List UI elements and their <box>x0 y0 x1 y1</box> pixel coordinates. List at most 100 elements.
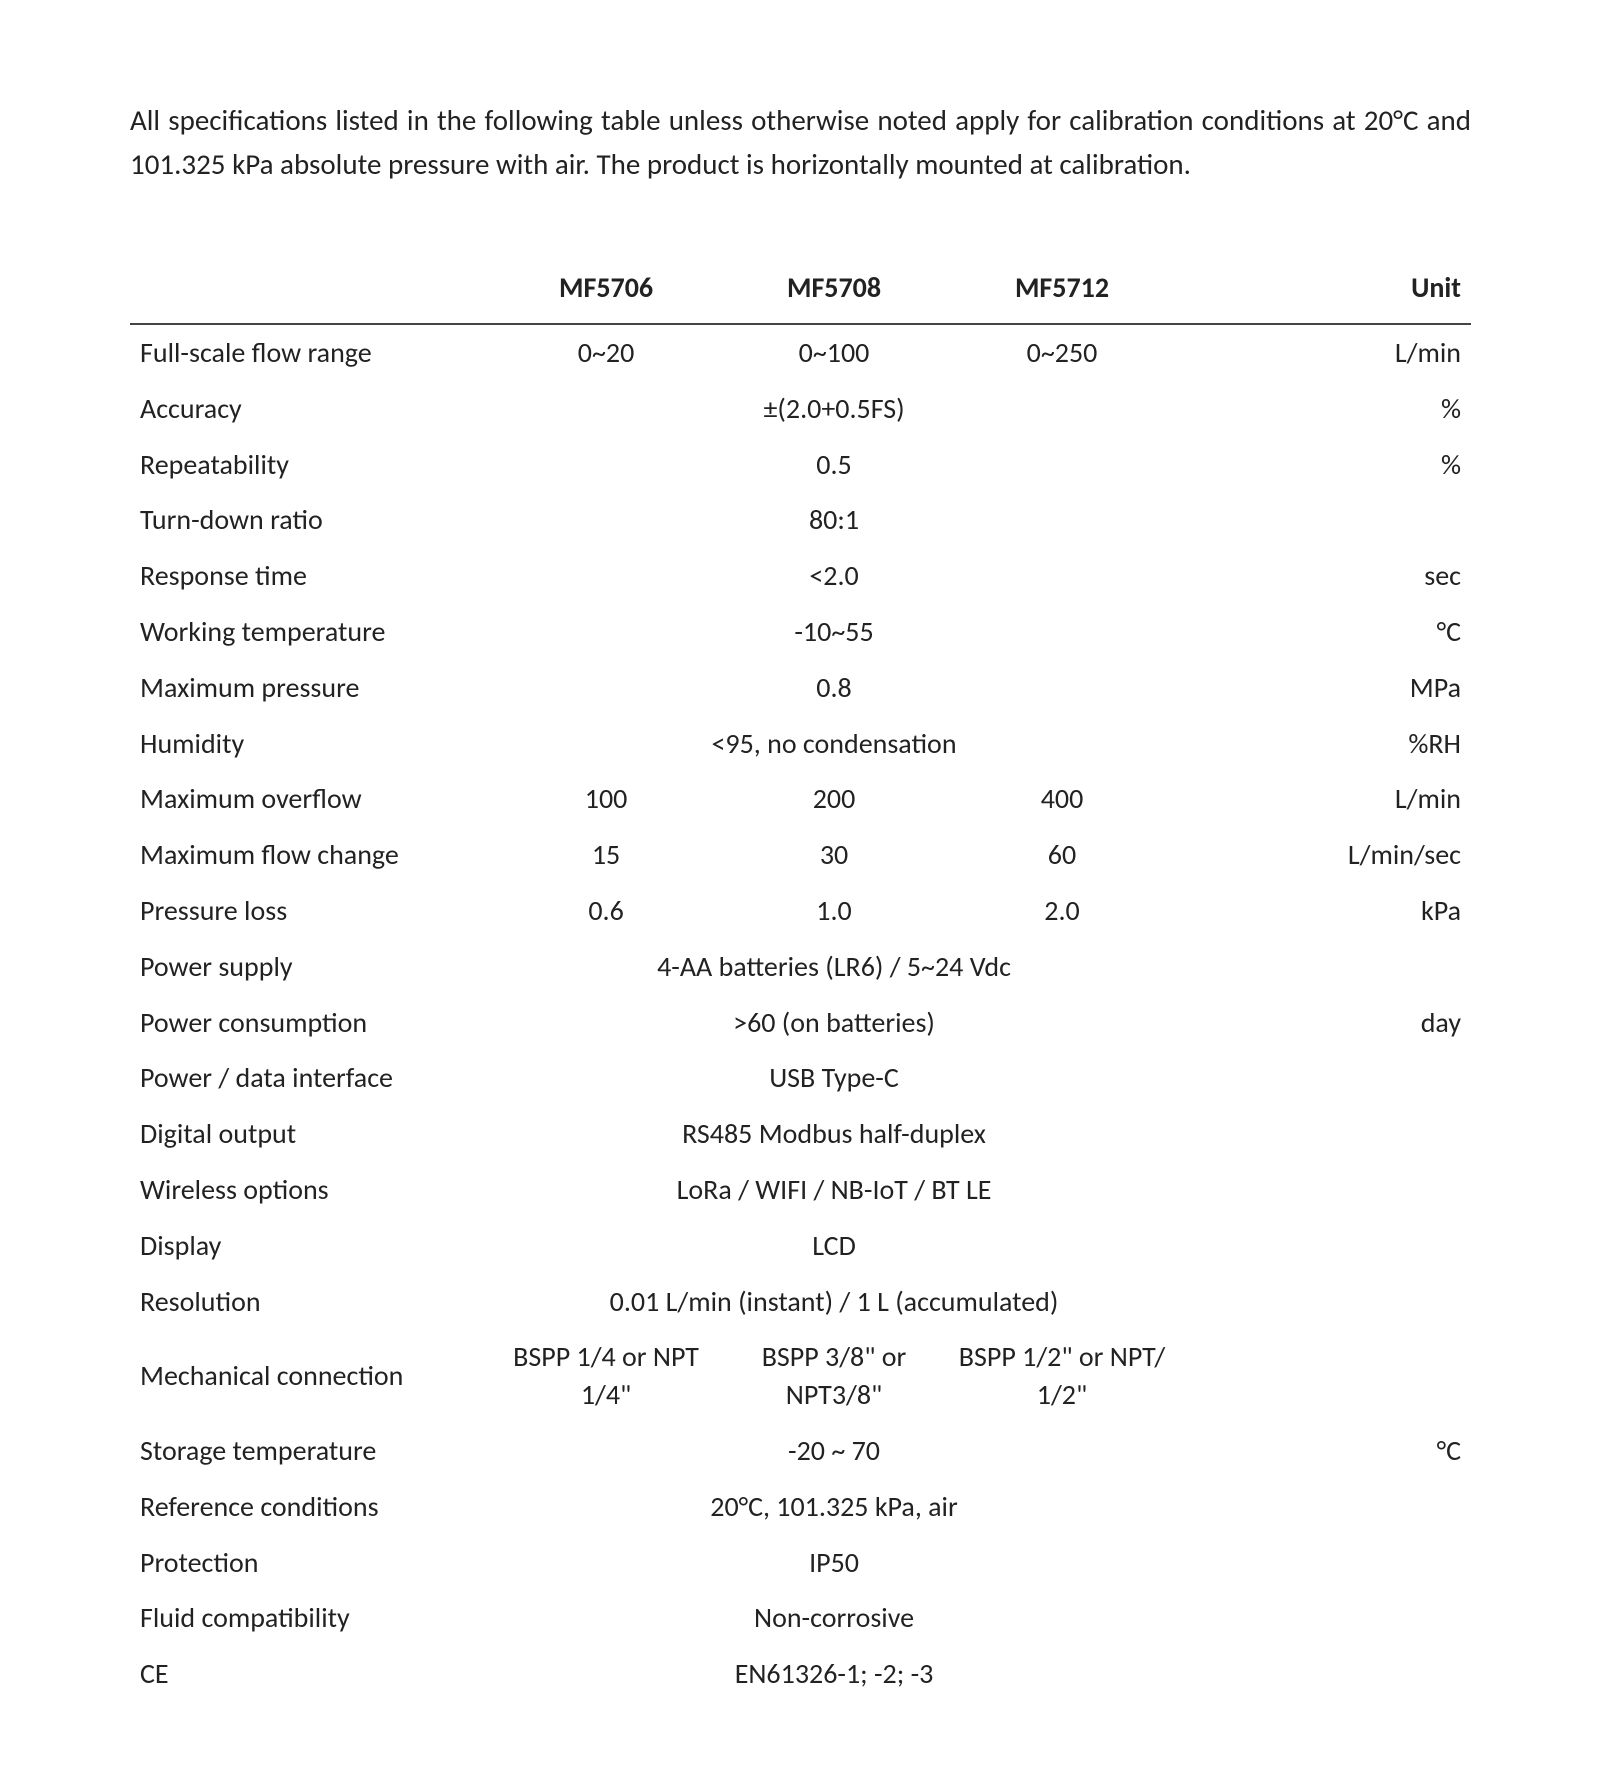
table-header-row: MF5706 MF5708 MF5712 Unit <box>130 256 1471 324</box>
table-row: Maximum pressure 0.8 MPa <box>130 660 1471 716</box>
cell-m3: 400 <box>948 771 1176 827</box>
cell-span: <95, no condensation <box>492 716 1176 772</box>
table-row: Resolution 0.01 L/min (instant) / 1 L (a… <box>130 1274 1471 1330</box>
table-row: CE EN61326-1; -2; -3 <box>130 1646 1471 1702</box>
cell-unit <box>1176 492 1471 548</box>
table-row: Full-scale flow range 0~20 0~100 0~250 L… <box>130 324 1471 381</box>
header-unit: Unit <box>1176 256 1471 324</box>
cell-unit: %RH <box>1176 716 1471 772</box>
header-param <box>130 256 492 324</box>
table-row: Humidity <95, no condensation %RH <box>130 716 1471 772</box>
param-label: Full-scale flow range <box>130 324 492 381</box>
param-label: Turn-down ratio <box>130 492 492 548</box>
table-row: Wireless options LoRa / WIFI / NB-IoT / … <box>130 1162 1471 1218</box>
param-label: Protection <box>130 1535 492 1591</box>
param-label: CE <box>130 1646 492 1702</box>
table-row: Turn-down ratio 80:1 <box>130 492 1471 548</box>
cell-unit: % <box>1176 437 1471 493</box>
cell-unit <box>1176 1050 1471 1106</box>
table-row: Power supply 4-AA batteries (LR6) / 5~24… <box>130 939 1471 995</box>
param-label: Humidity <box>130 716 492 772</box>
cell-m1: 0~20 <box>492 324 720 381</box>
cell-unit <box>1176 1106 1471 1162</box>
cell-span: 0.5 <box>492 437 1176 493</box>
cell-m3: 2.0 <box>948 883 1176 939</box>
table-row: Mechanical connection BSPP 1/4 or NPT 1/… <box>130 1329 1471 1423</box>
header-model-3: MF5712 <box>948 256 1176 324</box>
cell-span: -20 ~ 70 <box>492 1423 1176 1479</box>
cell-unit: °C <box>1176 1423 1471 1479</box>
header-model-1: MF5706 <box>492 256 720 324</box>
cell-span: Non-corrosive <box>492 1590 1176 1646</box>
cell-span: 80:1 <box>492 492 1176 548</box>
table-row: Power / data interface USB Type-C <box>130 1050 1471 1106</box>
cell-span: EN61326-1; -2; -3 <box>492 1646 1176 1702</box>
table-row: Maximum overflow 100 200 400 L/min <box>130 771 1471 827</box>
cell-m1: BSPP 1/4 or NPT 1/4" <box>492 1329 720 1423</box>
param-label: Response time <box>130 548 492 604</box>
param-label: Power supply <box>130 939 492 995</box>
cell-m1: 0.6 <box>492 883 720 939</box>
cell-unit: °C <box>1176 604 1471 660</box>
cell-span: 20°C, 101.325 kPa, air <box>492 1479 1176 1535</box>
param-label: Maximum pressure <box>130 660 492 716</box>
param-label: Mechanical connection <box>130 1329 492 1423</box>
param-label: Power consumption <box>130 995 492 1051</box>
cell-unit <box>1176 1535 1471 1591</box>
cell-m1: 100 <box>492 771 720 827</box>
cell-span: 0.01 L/min (instant) / 1 L (accumulated) <box>492 1274 1176 1330</box>
cell-span: <2.0 <box>492 548 1176 604</box>
cell-span: 4-AA batteries (LR6) / 5~24 Vdc <box>492 939 1176 995</box>
cell-unit <box>1176 939 1471 995</box>
param-label: Working temperature <box>130 604 492 660</box>
cell-unit <box>1176 1162 1471 1218</box>
spec-page: All specifications listed in the followi… <box>0 0 1601 1782</box>
table-row: Maximum flow change 15 30 60 L/min/sec <box>130 827 1471 883</box>
cell-span: >60 (on batteries) <box>492 995 1176 1051</box>
param-label: Wireless options <box>130 1162 492 1218</box>
param-label: Pressure loss <box>130 883 492 939</box>
cell-unit: L/min <box>1176 771 1471 827</box>
param-label: Fluid compatibility <box>130 1590 492 1646</box>
cell-unit: L/min/sec <box>1176 827 1471 883</box>
cell-unit: sec <box>1176 548 1471 604</box>
cell-span: IP50 <box>492 1535 1176 1591</box>
cell-m2: 30 <box>720 827 948 883</box>
table-row: Accuracy ±(2.0+0.5FS) % <box>130 381 1471 437</box>
cell-unit <box>1176 1218 1471 1274</box>
table-row: Fluid compatibility Non-corrosive <box>130 1590 1471 1646</box>
table-row: Storage temperature -20 ~ 70 °C <box>130 1423 1471 1479</box>
table-row: Display LCD <box>130 1218 1471 1274</box>
cell-unit <box>1176 1646 1471 1702</box>
cell-span: LCD <box>492 1218 1176 1274</box>
param-label: Repeatability <box>130 437 492 493</box>
cell-span: RS485 Modbus half-duplex <box>492 1106 1176 1162</box>
param-label: Reference conditions <box>130 1479 492 1535</box>
cell-m2: 200 <box>720 771 948 827</box>
table-row: Digital output RS485 Modbus half-duplex <box>130 1106 1471 1162</box>
cell-m3: 0~250 <box>948 324 1176 381</box>
table-row: Repeatability 0.5 % <box>130 437 1471 493</box>
table-row: Power consumption >60 (on batteries) day <box>130 995 1471 1051</box>
cell-unit: % <box>1176 381 1471 437</box>
param-label: Power / data interface <box>130 1050 492 1106</box>
cell-m2: BSPP 3/8" or NPT3/8" <box>720 1329 948 1423</box>
param-label: Display <box>130 1218 492 1274</box>
cell-m3: 60 <box>948 827 1176 883</box>
table-row: Pressure loss 0.6 1.0 2.0 kPa <box>130 883 1471 939</box>
cell-unit: day <box>1176 995 1471 1051</box>
header-model-2: MF5708 <box>720 256 948 324</box>
cell-span: LoRa / WIFI / NB-IoT / BT LE <box>492 1162 1176 1218</box>
table-row: Working temperature -10~55 °C <box>130 604 1471 660</box>
param-label: Maximum overflow <box>130 771 492 827</box>
param-label: Maximum flow change <box>130 827 492 883</box>
param-label: Accuracy <box>130 381 492 437</box>
cell-m2: 0~100 <box>720 324 948 381</box>
cell-unit <box>1176 1274 1471 1330</box>
intro-paragraph: All specifications listed in the followi… <box>130 99 1471 186</box>
spec-table: MF5706 MF5708 MF5712 Unit Full-scale flo… <box>130 256 1471 1702</box>
table-row: Response time <2.0 sec <box>130 548 1471 604</box>
cell-unit <box>1176 1479 1471 1535</box>
table-row: Protection IP50 <box>130 1535 1471 1591</box>
cell-unit <box>1176 1329 1471 1423</box>
